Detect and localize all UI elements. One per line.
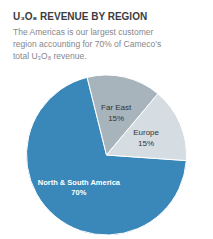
svg-text:region accounting for 70% of C: region accounting for 70% of Cameco’s <box>13 39 161 49</box>
svg-text:15%: 15% <box>138 139 154 148</box>
svg-text:70%: 70% <box>71 188 86 197</box>
svg-text:15%: 15% <box>108 114 124 123</box>
svg-text:Far East: Far East <box>101 103 132 112</box>
svg-text:North & South America: North & South America <box>38 178 121 187</box>
svg-text:total U₃O₈ revenue.: total U₃O₈ revenue. <box>13 51 87 61</box>
svg-text:The Americas is our largest cu: The Americas is our largest customer <box>13 27 153 37</box>
svg-text:U₃O₈ REVENUE BY REGION: U₃O₈ REVENUE BY REGION <box>13 11 147 22</box>
svg-text:Europe: Europe <box>133 128 159 137</box>
